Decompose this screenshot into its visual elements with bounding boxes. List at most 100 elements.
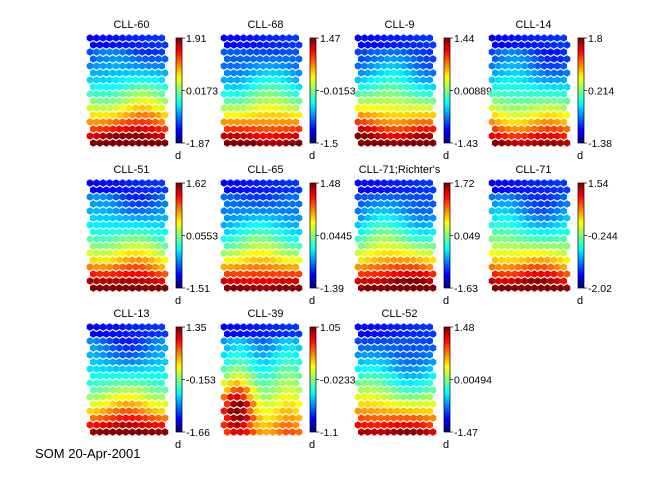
som-hex [116, 284, 123, 292]
som-hex [498, 270, 506, 278]
som-hex [129, 400, 136, 408]
som-hex [429, 330, 437, 338]
som-hex [135, 228, 143, 236]
som-hex [116, 372, 123, 380]
som-hex [155, 428, 162, 436]
som-hex [227, 179, 234, 187]
som-hex [505, 186, 512, 194]
som-hex [145, 179, 152, 187]
som-hex [498, 55, 506, 63]
som-hex [358, 125, 365, 133]
som-hex [237, 214, 244, 222]
som-hex [563, 214, 571, 222]
som-hex [237, 358, 244, 366]
som-hex [109, 400, 117, 408]
som-hex [416, 186, 424, 194]
som-hex [282, 139, 290, 147]
som-hex [86, 221, 94, 229]
som-hex [276, 83, 283, 91]
som-hex [390, 386, 398, 394]
som-hex [498, 83, 506, 91]
som-hex [148, 344, 156, 352]
som-hex [227, 249, 234, 257]
som-hex [276, 228, 283, 236]
som-hex [119, 393, 126, 401]
som-hex [492, 200, 499, 208]
som-hex [295, 125, 303, 133]
som-hex [397, 83, 404, 91]
som-hex [361, 421, 368, 429]
som-hex [233, 132, 241, 140]
som-hex [279, 235, 286, 243]
som-hex [263, 139, 270, 147]
som-hex [90, 55, 97, 63]
som-hex [99, 351, 107, 359]
colorbar-tick-label: -1.47 [454, 427, 478, 439]
som-hex [227, 365, 234, 373]
som-hex [387, 118, 394, 126]
som-hex [400, 393, 407, 401]
som-hex [272, 337, 280, 345]
som-hex [93, 263, 100, 271]
som-hex [397, 372, 404, 380]
som-hex [495, 104, 502, 112]
som-hex [426, 193, 433, 201]
som-hex [272, 48, 280, 56]
som-hex [227, 118, 234, 126]
som-hex [406, 76, 414, 84]
som-hex [266, 337, 273, 345]
som-hex [295, 372, 303, 380]
som-hex [292, 76, 299, 84]
som-hex [508, 221, 515, 229]
som-hex [253, 249, 260, 257]
som-hex [125, 337, 133, 345]
som-hex [390, 400, 398, 408]
som-hex [540, 249, 548, 257]
som-hex [103, 284, 110, 292]
som-hex [148, 41, 156, 49]
som-hex [498, 200, 506, 208]
som-hex [563, 284, 571, 292]
som-hex [158, 118, 165, 126]
som-hex [367, 104, 375, 112]
som-hex [246, 118, 254, 126]
som-hex [511, 270, 519, 278]
som-hex [560, 62, 567, 70]
som-hex [371, 344, 378, 352]
som-hex [547, 263, 554, 271]
som-hex [393, 351, 401, 359]
som-hex [285, 221, 293, 229]
som-hex [263, 83, 270, 91]
som-hex [367, 221, 375, 229]
som-hex [354, 323, 362, 331]
som-hex [289, 55, 296, 63]
som-hex [390, 358, 398, 366]
som-hex [99, 407, 107, 415]
som-hex [269, 414, 277, 422]
som-hex [364, 228, 372, 236]
som-hex [289, 200, 296, 208]
som-hex [426, 90, 433, 98]
som-hex [237, 55, 244, 63]
som-hex [531, 284, 538, 292]
som-hex [524, 228, 532, 236]
som-hex [550, 55, 558, 63]
som-hex [233, 407, 241, 415]
som-hex [240, 132, 247, 140]
som-hex [109, 111, 117, 119]
som-hex [380, 90, 388, 98]
som-hex [374, 118, 381, 126]
som-hex [387, 62, 394, 70]
som-hex [426, 393, 433, 401]
som-hex [521, 193, 528, 201]
som-hex [282, 214, 290, 222]
som-hex [106, 393, 113, 401]
som-hex [514, 76, 522, 84]
som-hex [93, 235, 100, 243]
som-hex [560, 249, 567, 257]
som-hex [122, 200, 130, 208]
som-hex [518, 256, 525, 264]
som-hex [371, 330, 378, 338]
som-hex [410, 228, 417, 236]
som-hex [377, 55, 385, 63]
